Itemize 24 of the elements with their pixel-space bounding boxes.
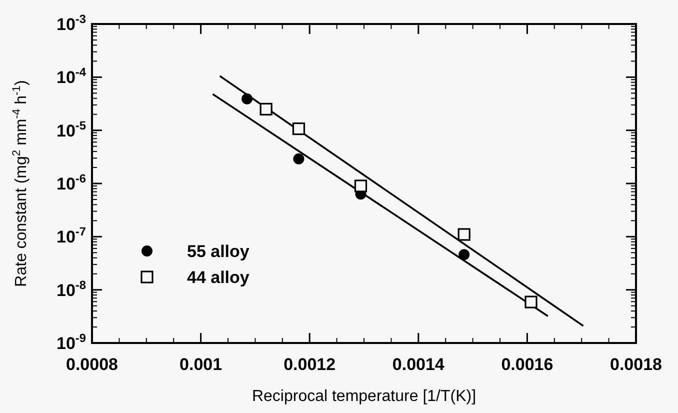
point [458, 228, 470, 241]
y-tick-label: 10$^{-4}$ [56, 65, 86, 88]
y-tick-label: 10$^{-5}$ [56, 118, 86, 140]
x-tick-label: 0.001 [180, 355, 222, 374]
y-tick-label: 10$^{-3}$ [56, 12, 86, 34]
point [242, 93, 253, 104]
y-tick-label: 10$^{-6}$ [56, 172, 86, 194]
point [260, 102, 272, 116]
y-tick-label: 10$^{-8}$ [56, 278, 86, 300]
point [292, 122, 306, 136]
legend-label: 55 alloy [187, 242, 250, 261]
legend-label: 44 alloy [187, 268, 250, 287]
x-tick-label: 0.0012 [284, 355, 336, 374]
point [458, 249, 470, 260]
x-tick-label: 0.0014 [392, 355, 445, 374]
x-axis-title: Reciprocal temperature [1/T(K)] [252, 388, 476, 405]
x-tick-label: 0.0018 [610, 355, 662, 374]
point [524, 296, 538, 308]
y-tick-label: 10$^{-9}$ [56, 331, 86, 353]
x-tick-label: 0.0008 [66, 355, 118, 374]
point [293, 153, 304, 164]
x-tick-label: 0.0016 [501, 355, 554, 374]
y-tick-label: 10$^{-7}$ [56, 224, 86, 247]
point [354, 180, 368, 192]
